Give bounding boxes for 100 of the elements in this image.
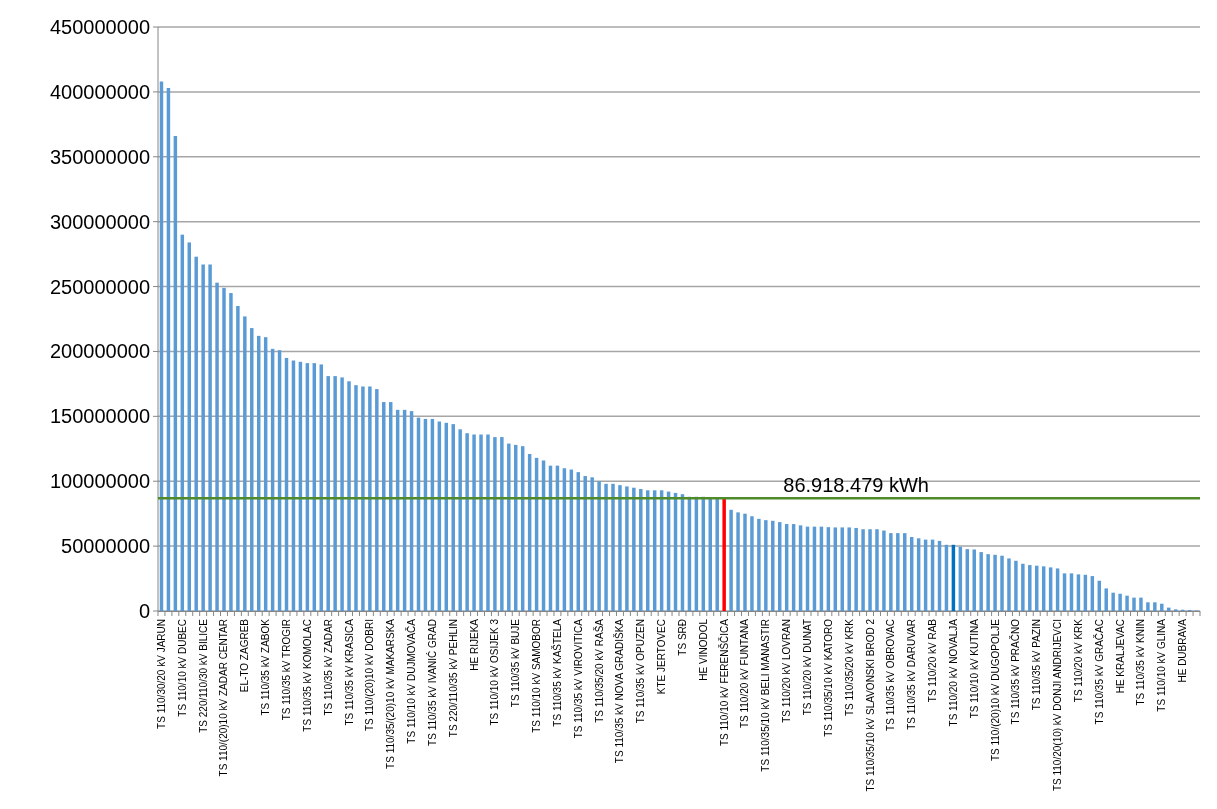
- bar: [1021, 563, 1025, 611]
- bar: [590, 477, 594, 611]
- bar: [340, 377, 344, 611]
- x-tick-label: EL-TO ZAGREB: [239, 618, 251, 693]
- bar: [903, 533, 907, 611]
- y-tick-label: 300000000: [49, 210, 150, 233]
- bar: [243, 316, 247, 611]
- bar: [1118, 593, 1122, 611]
- bar: [611, 483, 615, 611]
- bar: [458, 429, 462, 611]
- bar: [250, 328, 254, 611]
- bar: [451, 424, 455, 611]
- x-tick-label: TS 110/20 kV KRK: [1072, 618, 1084, 703]
- bar: [333, 376, 337, 611]
- bar: [771, 520, 775, 611]
- y-tick-label: 0: [138, 600, 150, 622]
- y-tick-label: 50000000: [61, 535, 150, 558]
- x-tick-label: HE VINODOL: [697, 618, 709, 681]
- bar: [201, 264, 205, 611]
- bar: [1000, 555, 1004, 611]
- x-tick-label: TS 110/35 kV KAŠTELA: [550, 618, 563, 727]
- y-tick-label: 100000000: [49, 470, 150, 493]
- bar: [347, 381, 351, 611]
- bar: [1014, 560, 1018, 611]
- bar: [493, 437, 497, 611]
- y-tick-label: 150000000: [49, 405, 150, 428]
- bar: [1028, 565, 1032, 611]
- x-tick-label: TS 110/20 kV LOVRAN: [781, 619, 793, 723]
- x-tick-label: TS 110/35 kV IVANIĆ GRAD: [425, 619, 438, 746]
- x-tick-label: TS 110/10 kV DUBEC: [176, 619, 188, 717]
- bar: [764, 520, 768, 611]
- bar: [847, 527, 851, 611]
- bar: [354, 385, 358, 611]
- x-tick-label: TS 110/30/20 kV JARUN: [155, 619, 167, 729]
- x-tick-label: TS 110/35 kV VIROVITICA: [572, 618, 584, 739]
- bar: [1146, 602, 1150, 611]
- ref-line-label: 86.918.479 kWh: [783, 474, 929, 497]
- bar: [1125, 595, 1129, 611]
- x-tick-label: TS 110/10 kV OSIJEK 3: [489, 618, 501, 726]
- x-tick-label: TS 110/10 kV KUTINA: [968, 618, 980, 719]
- bar: [639, 489, 643, 611]
- bar: [1111, 592, 1115, 611]
- x-tick-label: TS 110/10 kV SAMOBOR: [531, 619, 543, 733]
- x-tick-label: TS 110/35 kV BUJE: [510, 618, 522, 708]
- bar: [1007, 558, 1011, 611]
- bar: [722, 498, 726, 611]
- bar: [715, 498, 719, 611]
- bar: [896, 533, 900, 611]
- bar: [1153, 602, 1157, 611]
- x-tick-label: KTE JERTOVEC: [656, 619, 668, 695]
- x-tick-label: TS 110/35 kV GRAČAC: [1092, 619, 1105, 725]
- x-tick-label: TS 110/20 kV DUNAT: [802, 619, 814, 716]
- x-tick-label: HE KRALJEVAC: [1114, 619, 1126, 694]
- bar: [486, 434, 490, 611]
- x-tick-label: TS 110/20 kV NOVALJA: [947, 618, 959, 727]
- y-tick-label: 400000000: [49, 80, 150, 103]
- bar: [368, 386, 372, 611]
- x-tick-label: TS 220/110/30 kV BILICE: [197, 618, 209, 733]
- bar: [875, 529, 879, 611]
- x-tick-label: TS 110/(20)10 kV DOBRI: [364, 619, 376, 732]
- bar: [854, 527, 858, 611]
- bar: [736, 512, 740, 611]
- bar: [861, 529, 865, 611]
- x-tick-label: TS 110/35 kV DARUVAR: [906, 619, 918, 730]
- x-tick-label: TS 110/20 kV FUNTANA: [739, 618, 751, 729]
- bar: [986, 554, 990, 611]
- x-tick-label: TS 110/35/20 kV KRK: [843, 618, 855, 717]
- bar: [868, 529, 872, 611]
- bar: [215, 282, 219, 611]
- bar: [618, 485, 622, 611]
- x-tick-label: TS 110/(20)10 kV DUGOPOLJE: [989, 618, 1001, 762]
- x-tick-label: TS 110/35 kV TROGIR: [281, 619, 293, 721]
- bar: [597, 481, 601, 611]
- bar: [1132, 597, 1136, 611]
- x-tick-label: TS 110/35/10 kV BELI MANASTIR: [760, 619, 772, 772]
- x-tick-label: TS 110/35/10 kV SLAVONSKI BROD 2: [864, 618, 876, 792]
- bar: [229, 293, 233, 611]
- bar: [326, 376, 330, 611]
- bar: [361, 386, 365, 611]
- bar: [1160, 603, 1164, 611]
- x-tick-label: TS 110/35 kV ZABOK: [260, 618, 272, 716]
- bar: [208, 264, 212, 611]
- bar: [194, 256, 198, 611]
- bar: [993, 554, 997, 611]
- bar: [625, 486, 629, 611]
- bar: [1104, 588, 1108, 611]
- y-tick-label: 450000000: [49, 16, 150, 38]
- bar: [222, 287, 226, 611]
- bar: [757, 518, 761, 611]
- x-tick-label: TS 110/35 kV NOVA GRADIŠKA: [613, 618, 626, 764]
- y-tick-label: 250000000: [49, 275, 150, 298]
- x-tick-label: TS 110/35 kV ZADAR: [322, 619, 334, 716]
- bar: [583, 476, 587, 611]
- x-tick-label: TS 110/10 kV FERENŠČICA: [717, 618, 730, 747]
- x-tick-label: HE RIJEKA: [468, 618, 480, 671]
- x-tick-label: HE DUBRAVA: [1177, 618, 1189, 683]
- bar: [465, 433, 469, 611]
- x-tick-label: TS SRĐ: [676, 619, 688, 656]
- x-tick-label: TS 110/35 kV OBROVAC: [885, 619, 897, 731]
- x-tick-label: TS 110/35/10 kV KATORO: [822, 618, 834, 737]
